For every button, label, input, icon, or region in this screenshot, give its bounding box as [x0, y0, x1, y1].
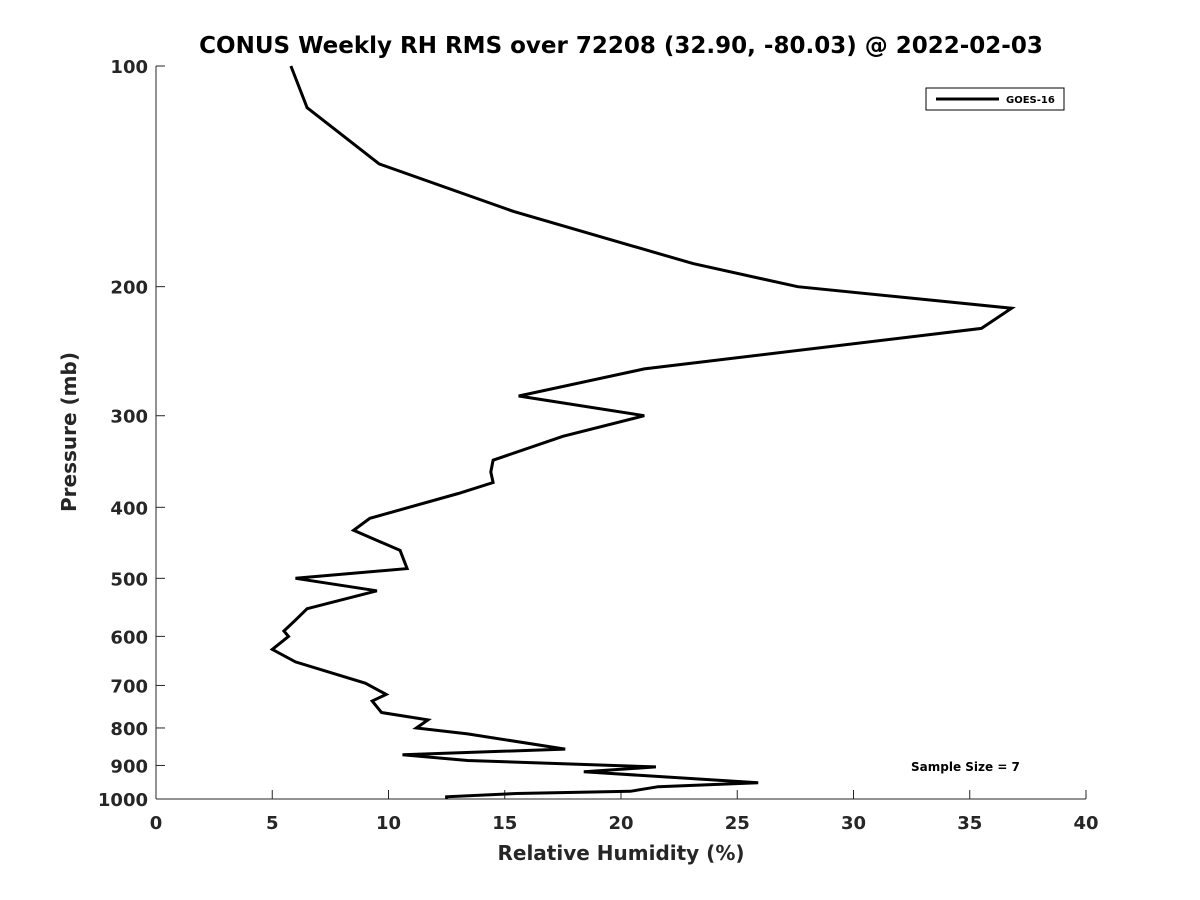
y-tick-label: 500	[110, 569, 148, 590]
y-axis-ticks: 100 200 300 400 500 600 700 800 900 1000	[98, 57, 165, 811]
x-axis-label: Relative Humidity (%)	[497, 841, 744, 865]
y-tick-label: 400	[110, 498, 148, 519]
y-tick-label: 300	[110, 407, 148, 428]
legend-label-goes-16: GOES-16	[1006, 95, 1055, 106]
y-tick-label: 800	[110, 719, 148, 740]
y-tick-label: 100	[110, 57, 148, 78]
series-group	[269, 65, 1016, 799]
y-axis-label: Pressure (mb)	[57, 352, 81, 512]
chart-title: CONUS Weekly RH RMS over 72208 (32.90, -…	[199, 33, 1043, 59]
x-tick-label: 15	[492, 813, 517, 834]
x-tick-label: 25	[725, 813, 750, 834]
y-tick-label: 600	[110, 627, 148, 648]
legend: GOES-16	[925, 87, 1065, 111]
x-tick-label: 0	[150, 813, 163, 834]
x-tick-label: 10	[376, 813, 401, 834]
sample-size-annotation: Sample Size = 7	[911, 760, 1020, 774]
series-line-goes-16	[269, 65, 1016, 799]
x-tick-label: 40	[1073, 813, 1098, 834]
x-tick-label: 35	[957, 813, 982, 834]
y-tick-label: 200	[110, 278, 148, 299]
y-tick-label: 900	[110, 756, 148, 777]
x-tick-label: 30	[841, 813, 866, 834]
y-tick-label: 700	[110, 676, 148, 697]
y-tick-label: 1000	[98, 790, 148, 811]
x-tick-label: 5	[266, 813, 279, 834]
x-axis-ticks: 0 5 10 15 20 25 30 35 40	[150, 790, 1099, 834]
x-tick-label: 20	[608, 813, 633, 834]
